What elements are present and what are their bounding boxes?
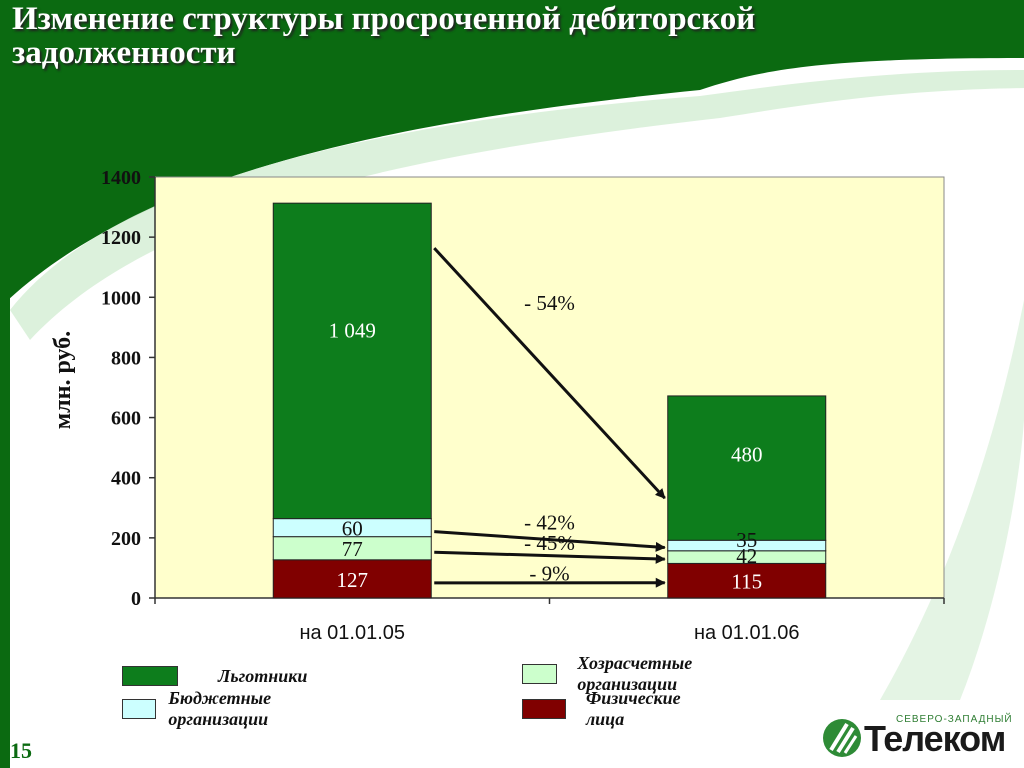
change-arrows: - 54% - 42%- 45% - 9% [433, 247, 666, 588]
bar-value-label: 35 [736, 528, 757, 552]
change-arrow [434, 550, 666, 564]
x-axis: на 01.01.05 на 01.01.06 [154, 597, 945, 644]
legend-item-hozraschet: Хозрасчетные организации [522, 653, 713, 694]
left-green-stripe [0, 0, 10, 768]
y-tick-label: 800 [111, 347, 141, 369]
logo-name: Телеком [864, 718, 1006, 759]
slide-title: Изменение структуры просроченной дебитор… [12, 2, 1012, 70]
x-tick-label: на 01.01.05 [299, 622, 405, 644]
bar-segment-Физические-лица [667, 562, 827, 599]
y-axis-title: млн. руб. [50, 331, 76, 429]
page-number: 15 [10, 738, 32, 763]
bar-segment-Льготники [272, 202, 432, 520]
legend-swatch-budget [122, 699, 157, 719]
legend-label-budget: Бюджетные организации [168, 688, 272, 729]
legend-item-budget: Бюджетные организации [122, 688, 293, 729]
header-green-band [0, 0, 1024, 300]
legend-label-lgotniki: Льготники [218, 665, 308, 686]
x-tick-label: на 01.01.06 [694, 622, 800, 644]
telecom-leaf-icon [823, 719, 861, 757]
legend-swatch-hozraschet [522, 664, 558, 684]
bar-value-label: 480 [731, 443, 763, 467]
y-tick-label: 600 [111, 408, 141, 430]
change-percent-label: - 54% [524, 291, 575, 315]
change-arrow [434, 530, 666, 552]
company-logo: СЕВЕРО-ЗАПАДНЫЙ Телеком [822, 714, 1018, 762]
bar-value-label: 115 [731, 570, 762, 594]
change-percent-label: - 9% [529, 562, 569, 586]
slide-title-line1: Изменение структуры просроченной дебитор… [12, 1, 756, 37]
change-percent-label: - 42% [524, 511, 575, 535]
y-tick-label: 400 [111, 468, 141, 490]
logo-subtitle: СЕВЕРО-ЗАПАДНЫЙ [896, 714, 1013, 725]
y-tick-label: 200 [111, 528, 141, 550]
right-light-swoosh [880, 300, 1024, 700]
legend-swatch-lgotniki [122, 666, 178, 686]
bar-value-label: 77 [342, 537, 363, 561]
y-axis: 0 200 400 600 800 1000 1200 1400 [101, 167, 156, 610]
bar-segment-Физические-лица [272, 559, 432, 599]
bars [272, 202, 827, 599]
bar-value-label: 60 [342, 517, 363, 541]
change-arrow [433, 247, 666, 500]
y-tick-label: 0 [131, 588, 141, 610]
y-tick-label: 1400 [101, 167, 141, 189]
y-tick-label: 1200 [101, 227, 141, 249]
bar-value-label: 1 049 [329, 318, 376, 342]
legend-label-hozraschet: Хозрасчетные организации [577, 653, 693, 694]
legend-swatch-fiz [522, 699, 566, 719]
slide-title-line2: задолженности [12, 35, 236, 71]
legend-item-lgotniki: Льготники [122, 664, 307, 688]
legend-item-fiz: Физические лица [522, 688, 693, 729]
bar-segment-Льготники [667, 395, 827, 541]
bar-value-label: 127 [337, 568, 369, 592]
y-tick-label: 1000 [101, 287, 141, 309]
legend-label-fiz: Физические лица [585, 688, 681, 729]
change-percent-label: - 45% [524, 531, 575, 555]
bar-value-label: 42 [736, 544, 757, 568]
